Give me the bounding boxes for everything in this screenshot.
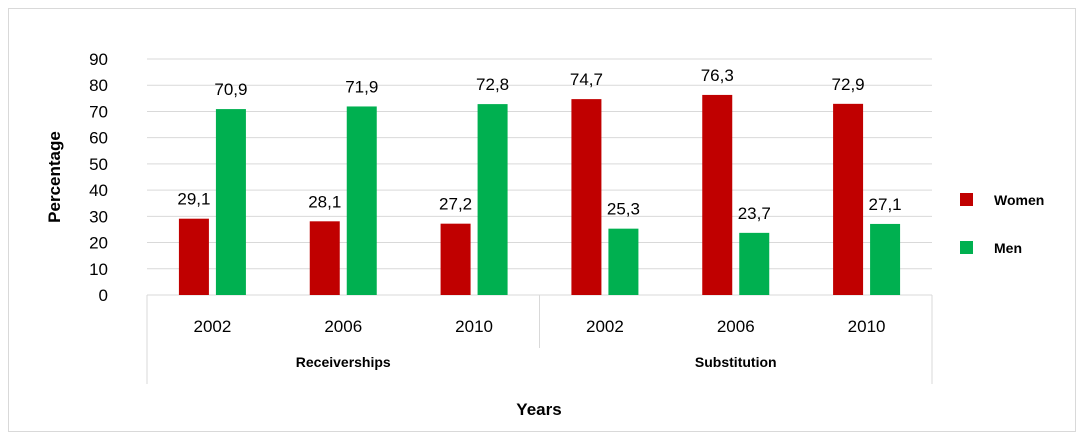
data-label: 72,9: [832, 75, 865, 94]
y-tick-label: 20: [89, 234, 108, 253]
data-label: 28,1: [308, 192, 341, 211]
bar-women: [309, 221, 340, 295]
bar-men: [346, 106, 377, 295]
group-label: Receiverships: [296, 354, 391, 370]
y-tick-label: 0: [99, 286, 108, 305]
data-label: 76,3: [701, 66, 734, 85]
data-label: 25,3: [607, 200, 640, 219]
bar-women: [178, 218, 209, 295]
x-tick-label: 2002: [194, 317, 232, 336]
y-tick-label: 80: [89, 76, 108, 95]
x-axis-title: Years: [516, 400, 561, 419]
group-label: Substitution: [695, 354, 777, 370]
data-label: 74,7: [570, 70, 603, 89]
bar-men: [477, 104, 508, 295]
bar-men: [215, 109, 246, 295]
y-tick-label: 70: [89, 102, 108, 121]
legend-label-men: Men: [994, 240, 1022, 256]
x-tick-label: 2006: [324, 317, 362, 336]
bar-men: [739, 232, 770, 295]
data-label: 29,1: [177, 190, 210, 209]
bar-men: [608, 228, 639, 295]
data-label: 23,7: [738, 204, 771, 223]
bar-women: [440, 223, 471, 295]
data-label: 27,1: [869, 195, 902, 214]
bar-women: [702, 94, 733, 296]
x-tick-label: 2010: [455, 317, 493, 336]
y-tick-label: 90: [89, 50, 108, 69]
bar-men: [870, 223, 901, 295]
bar-women: [833, 103, 864, 295]
y-tick-label: 40: [89, 181, 108, 200]
x-tick-label: 2006: [717, 317, 755, 336]
y-axis-title: Percentage: [45, 131, 64, 223]
y-tick-label: 30: [89, 207, 108, 226]
legend-label-women: Women: [994, 192, 1044, 208]
data-label: 72,8: [476, 75, 509, 94]
y-tick-label: 50: [89, 155, 108, 174]
data-label: 70,9: [214, 80, 247, 99]
y-tick-label: 60: [89, 129, 108, 148]
x-tick-label: 2010: [848, 317, 886, 336]
x-tick-label: 2002: [586, 317, 624, 336]
legend-swatch-men: [960, 241, 973, 254]
legend-swatch-women: [960, 193, 973, 206]
y-tick-label: 10: [89, 260, 108, 279]
data-label: 71,9: [345, 77, 378, 96]
bar-women: [571, 99, 602, 296]
data-label: 27,2: [439, 195, 472, 214]
